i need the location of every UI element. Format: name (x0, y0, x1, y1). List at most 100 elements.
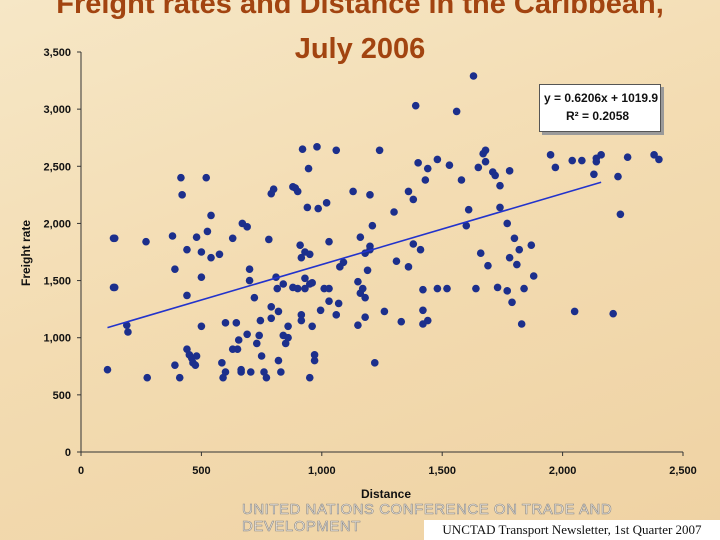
data-point (508, 298, 516, 307)
data-point (313, 143, 321, 151)
data-point (103, 365, 112, 374)
data-point (457, 176, 466, 184)
data-point (177, 173, 185, 182)
trendline-group (107, 181, 602, 329)
data-point (484, 261, 492, 270)
data-point (243, 330, 251, 339)
data-point (650, 151, 658, 159)
data-point (452, 107, 461, 116)
data-point (218, 359, 226, 367)
regression-equation: y = 0.6206x + 1019.9 (544, 91, 659, 105)
data-point (397, 317, 406, 326)
x-axis-label: Distance (361, 487, 411, 501)
data-point (308, 279, 316, 287)
data-point (265, 235, 273, 244)
data-point (257, 352, 266, 360)
data-point (192, 233, 201, 241)
data-point (183, 345, 191, 353)
data-point (510, 234, 519, 243)
data-point (332, 146, 341, 155)
data-point (256, 316, 265, 325)
data-point (655, 155, 663, 164)
data-point (462, 221, 471, 230)
data-point (303, 203, 312, 212)
regression-equation-box: y = 0.6206x + 1019.9 R² = 0.2058 (539, 84, 661, 132)
data-point (297, 316, 306, 325)
data-point (304, 164, 313, 173)
data-point (183, 291, 191, 300)
y-tick-label: 0 (65, 447, 71, 459)
unctad-banner: UNITED NATIONS CONFERENCE ON TRADE AND D… (242, 501, 613, 536)
data-point (546, 151, 555, 159)
data-point (274, 356, 283, 365)
data-point (332, 311, 341, 319)
data-point (301, 274, 309, 283)
data-point (207, 211, 215, 220)
data-point (570, 307, 579, 316)
data-point (409, 240, 418, 248)
data-point (207, 253, 215, 262)
y-axis-label: Freight rate (19, 220, 33, 286)
data-point (124, 328, 132, 336)
data-point (597, 151, 605, 159)
data-point (221, 368, 230, 376)
data-point (616, 210, 625, 219)
data-point (142, 237, 150, 246)
data-point (310, 356, 319, 365)
data-point (262, 373, 271, 382)
data-point (354, 277, 362, 286)
y-tick-label: 3,000 (43, 104, 71, 116)
x-tick-label: 1,500 (428, 465, 456, 477)
data-point (202, 173, 211, 182)
data-point (496, 203, 504, 212)
data-point (234, 336, 243, 344)
data-point (349, 187, 357, 196)
data-point (411, 101, 420, 110)
data-point (284, 322, 292, 331)
data-point (481, 157, 490, 166)
data-point (390, 208, 398, 216)
data-point (515, 245, 524, 254)
data-point (274, 307, 283, 316)
data-point (197, 322, 206, 331)
data-point (246, 368, 255, 376)
data-point (568, 156, 577, 165)
data-point (503, 287, 512, 295)
data-point (614, 172, 622, 181)
data-point (334, 299, 343, 308)
data-point (277, 368, 285, 376)
y-tick-label: 1,500 (43, 276, 71, 288)
data-point (609, 309, 617, 318)
x-tick-label: 2,000 (549, 465, 577, 477)
data-point (361, 313, 369, 321)
data-point (469, 72, 478, 80)
data-point (472, 284, 480, 293)
data-point (221, 319, 230, 327)
data-point (203, 227, 212, 236)
data-point (416, 245, 425, 254)
data-point (175, 373, 184, 382)
data-point (527, 241, 536, 249)
data-point (370, 359, 379, 367)
data-point (404, 263, 413, 271)
data-point (445, 161, 454, 169)
data-point (363, 266, 372, 275)
data-point (409, 195, 418, 204)
data-point (273, 284, 282, 293)
data-point (191, 361, 200, 369)
chart-title-line1: Freight rates and Distance in the Caribb… (56, 0, 664, 20)
data-point (493, 283, 502, 292)
data-point (260, 368, 268, 376)
data-point (464, 205, 473, 214)
data-point (623, 153, 632, 161)
data-point (517, 320, 526, 328)
data-point (110, 283, 119, 292)
data-point (433, 284, 442, 293)
y-tick-label: 2,500 (43, 161, 71, 173)
y-tick-label: 3,500 (43, 47, 71, 59)
data-point (316, 306, 325, 315)
data-point (296, 241, 304, 249)
data-point (505, 253, 514, 262)
x-tick-label: 500 (192, 465, 210, 477)
